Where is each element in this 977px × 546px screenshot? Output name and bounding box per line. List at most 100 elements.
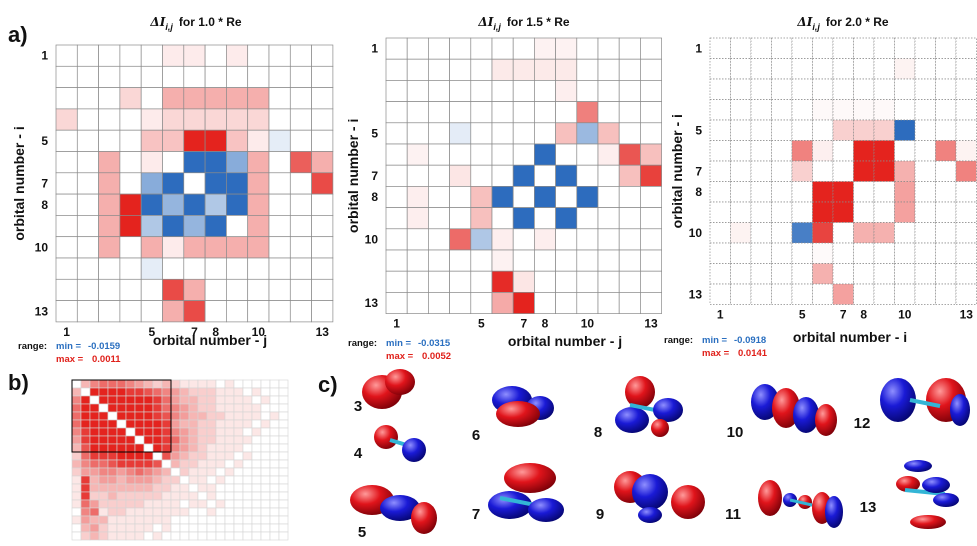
heatmap-cell	[407, 102, 428, 123]
heatmap-cell	[813, 141, 834, 162]
heatmap-cell	[141, 215, 162, 236]
heatmap-cell	[261, 516, 270, 524]
heatmap-cell	[290, 152, 311, 173]
heatmap-cell	[243, 492, 252, 500]
heatmap-cell	[640, 144, 661, 165]
heatmap-cell	[108, 412, 117, 420]
heatmap-cell	[751, 161, 772, 182]
heatmap-cell	[226, 88, 247, 109]
heatmap-cell	[117, 420, 126, 428]
heatmap-cell	[135, 524, 144, 532]
heatmap-cell	[252, 524, 261, 532]
x-axis-label: orbital number - j	[153, 332, 267, 348]
range-max: 0.0052	[422, 351, 451, 362]
heatmap-cell	[854, 120, 875, 141]
heatmap-cell	[141, 279, 162, 300]
heatmap-cell	[153, 380, 162, 388]
heatmap-cell	[492, 80, 513, 101]
heatmap-cell	[216, 500, 225, 508]
heatmap-cell	[956, 243, 977, 264]
heatmap-cell	[117, 444, 126, 452]
heatmap-cell	[492, 208, 513, 229]
heatmap-cell	[90, 500, 99, 508]
heatmap-cell	[117, 412, 126, 420]
heatmap-cell	[135, 380, 144, 388]
heatmap-cell	[598, 292, 619, 313]
heatmap-cell	[77, 109, 98, 130]
heatmap-cell	[936, 100, 957, 121]
heatmap-cell	[598, 123, 619, 144]
heatmap-cell	[598, 38, 619, 59]
heatmap-cell	[180, 468, 189, 476]
heatmap-cell	[290, 215, 311, 236]
heatmap-cell	[386, 208, 407, 229]
heatmap-cell	[144, 468, 153, 476]
heatmap-cell	[216, 484, 225, 492]
heatmap-cell	[956, 264, 977, 285]
heatmap-cell	[813, 264, 834, 285]
heatmap-cell	[225, 508, 234, 516]
heatmap-cell	[153, 484, 162, 492]
heatmap-cell	[153, 404, 162, 412]
heatmap-cell	[772, 38, 793, 59]
heatmap-cell	[171, 444, 180, 452]
heatmap-cell	[72, 460, 81, 468]
title-subscript: i,j	[165, 22, 173, 32]
heatmap-cell	[99, 516, 108, 524]
heatmap-cell	[120, 109, 141, 130]
heatmap-cell	[180, 500, 189, 508]
heatmap-cell	[81, 444, 90, 452]
heatmap-cell	[492, 165, 513, 186]
heatmap-cell	[99, 237, 120, 258]
heatmap-cell	[216, 420, 225, 428]
heatmap-cell	[198, 452, 207, 460]
heatmap-cell	[163, 194, 184, 215]
heatmap-cell	[252, 396, 261, 404]
heatmap-cell	[234, 468, 243, 476]
heatmap-cell	[205, 173, 226, 194]
heatmap-cell	[261, 444, 270, 452]
heatmap-cell	[81, 388, 90, 396]
heatmap-cell	[141, 66, 162, 87]
heatmap-cell	[90, 452, 99, 460]
heatmap-cell	[270, 428, 279, 436]
heatmap-cell	[936, 264, 957, 285]
heatmap-cell	[126, 476, 135, 484]
heatmap-cell	[153, 492, 162, 500]
heatmap-cell	[428, 165, 449, 186]
heatmap-cell	[153, 476, 162, 484]
heatmap-cell	[792, 100, 813, 121]
heatmap-cell	[407, 144, 428, 165]
heatmap-cell	[772, 120, 793, 141]
heatmap-cell	[252, 468, 261, 476]
heatmap-cell	[163, 45, 184, 66]
heatmap-cell	[180, 524, 189, 532]
title-text: for 2.0 * Re	[826, 15, 889, 29]
heatmap-cell	[577, 186, 598, 207]
heatmap-cell	[216, 532, 225, 540]
heatmap-cell	[936, 202, 957, 223]
heatmap-cell	[874, 120, 895, 141]
heatmap-cell	[135, 452, 144, 460]
heatmap-cell	[534, 59, 555, 80]
heatmap-cell	[833, 100, 854, 121]
heatmap-cell	[99, 388, 108, 396]
heatmap-cell	[279, 380, 288, 388]
heatmap-cell	[234, 452, 243, 460]
heatmap-cell	[180, 452, 189, 460]
heatmap-cell	[386, 80, 407, 101]
heatmap-cell	[141, 258, 162, 279]
heatmap-cell	[81, 492, 90, 500]
heatmap-cell	[577, 208, 598, 229]
heatmap-cell	[312, 152, 333, 173]
heatmap-cell	[198, 484, 207, 492]
heatmap-cell	[312, 194, 333, 215]
heatmap-cell	[184, 194, 205, 215]
heatmap-cell	[141, 88, 162, 109]
heatmap-cell	[731, 59, 752, 80]
heatmap-cell	[710, 223, 731, 244]
heatmap-cell	[126, 436, 135, 444]
heatmap-cell	[135, 404, 144, 412]
range-min-label: min =	[386, 338, 412, 349]
heatmap-cell	[731, 243, 752, 264]
